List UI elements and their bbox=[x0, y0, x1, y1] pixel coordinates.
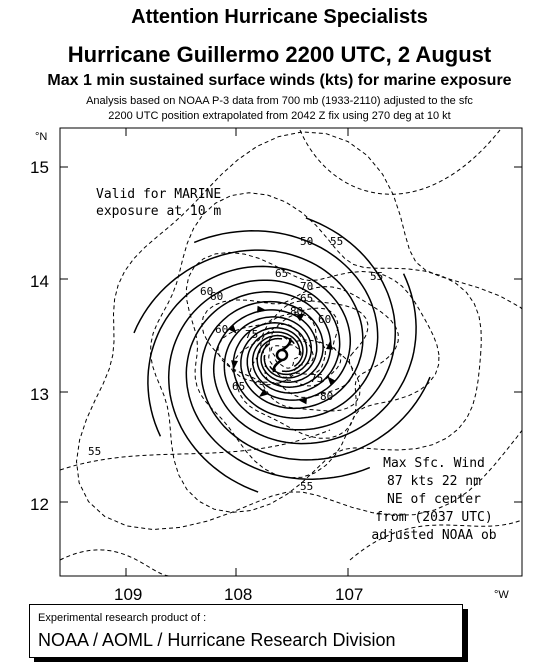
max-wind-line: Max Sfc. Wind bbox=[383, 456, 485, 471]
streamline-arrows bbox=[228, 305, 336, 405]
streamline bbox=[147, 265, 352, 437]
isotach bbox=[268, 334, 314, 378]
max-surface-wind-note: Max Sfc. Wind 87 kts 22 nm NE of center … bbox=[350, 455, 518, 545]
storm-center-symbol bbox=[272, 337, 292, 373]
streamline-arrow bbox=[327, 376, 336, 386]
lat-tick-14: 14 bbox=[30, 272, 49, 291]
isotach-label: 70 bbox=[300, 280, 313, 293]
streamline-arrow bbox=[257, 305, 267, 313]
streamline-arrow bbox=[297, 397, 307, 405]
title-storm-time: Hurricane Guillermo 2200 UTC, 2 August bbox=[67, 42, 492, 67]
streamlines bbox=[133, 217, 431, 493]
max-wind-line: from (2037 UTC) bbox=[375, 510, 493, 525]
isotach bbox=[349, 519, 522, 561]
streamline-arrow bbox=[258, 388, 269, 397]
max-wind-line: 87 kts 22 nm bbox=[387, 474, 481, 489]
max-wind-line: NE of center bbox=[387, 492, 481, 507]
isotach-label: 80 bbox=[290, 305, 303, 318]
isotach bbox=[249, 313, 342, 387]
isotach-label: 65 bbox=[300, 292, 313, 305]
lat-tick-12: 12 bbox=[30, 495, 49, 514]
credit-line-2: NOAA / AOML / Hurricane Research Divisio… bbox=[38, 630, 396, 650]
isotach-label: 55 bbox=[330, 235, 343, 248]
isotach bbox=[60, 429, 331, 471]
isotach-label: 60 bbox=[318, 313, 331, 326]
streamline-arrow bbox=[231, 360, 238, 370]
isotach-label: 60 bbox=[200, 285, 213, 298]
title-wind-description: Max 1 min sustained surface winds (kts) … bbox=[47, 72, 512, 89]
streamline-arrow bbox=[228, 324, 237, 334]
lon-tick-109: 109 bbox=[114, 585, 142, 604]
isotach bbox=[185, 251, 440, 479]
streamline bbox=[212, 273, 417, 445]
isotach-label: 60 bbox=[215, 323, 228, 336]
isotach-label: 75 bbox=[245, 328, 258, 341]
lon-unit-label: °W bbox=[494, 589, 509, 601]
streamline bbox=[223, 217, 397, 431]
streamline bbox=[200, 300, 431, 461]
isotach-label: 75 bbox=[310, 372, 323, 385]
isotach bbox=[75, 131, 522, 531]
lat-tick-15: 15 bbox=[30, 158, 49, 177]
lat-tick-13: 13 bbox=[30, 385, 49, 404]
streamline-arrow bbox=[295, 313, 306, 322]
lon-tick-107: 107 bbox=[335, 585, 363, 604]
lon-tick-108: 108 bbox=[224, 585, 252, 604]
isotach bbox=[270, 344, 302, 369]
credit-line-1: Experimental research product of : bbox=[38, 612, 207, 624]
credit-box: Experimental research product of : NOAA … bbox=[29, 604, 463, 658]
isotach-label: 55 bbox=[300, 480, 313, 493]
streamline bbox=[185, 291, 371, 480]
streamline bbox=[193, 230, 379, 419]
isotach bbox=[262, 323, 326, 384]
valid-exposure-note: Valid for MARINE exposure at 10 m bbox=[96, 186, 221, 220]
isotach-label: 55 bbox=[88, 445, 101, 458]
axis-ticks bbox=[60, 128, 522, 576]
analysis-source-note: Analysis based on NOAA P-3 data from 700… bbox=[86, 95, 473, 107]
valid-note-line: exposure at 10 m bbox=[96, 204, 222, 219]
isotach-label: 55 bbox=[370, 270, 383, 283]
streamline bbox=[133, 249, 364, 410]
max-wind-line: adjusted NOAA ob bbox=[371, 528, 497, 543]
isotach-label: 65 bbox=[232, 380, 245, 393]
map-frame bbox=[59, 127, 523, 577]
isotach-label: 50 bbox=[300, 235, 313, 248]
streamline bbox=[167, 279, 341, 493]
position-extrapolation-note: 2200 UTC position extrapolated from 2042… bbox=[108, 110, 451, 122]
streamline-arrow bbox=[326, 340, 333, 350]
isotach-label: 65 bbox=[275, 267, 288, 280]
lat-unit-label: °N bbox=[35, 131, 47, 143]
isotach-label: 60 bbox=[210, 290, 223, 303]
title-attention: Attention Hurricane Specialists bbox=[131, 6, 428, 28]
isotach bbox=[60, 549, 171, 576]
valid-note-line: Valid for MARINE bbox=[96, 187, 222, 202]
isotach-label: 80 bbox=[320, 390, 333, 403]
isotach bbox=[299, 129, 501, 195]
